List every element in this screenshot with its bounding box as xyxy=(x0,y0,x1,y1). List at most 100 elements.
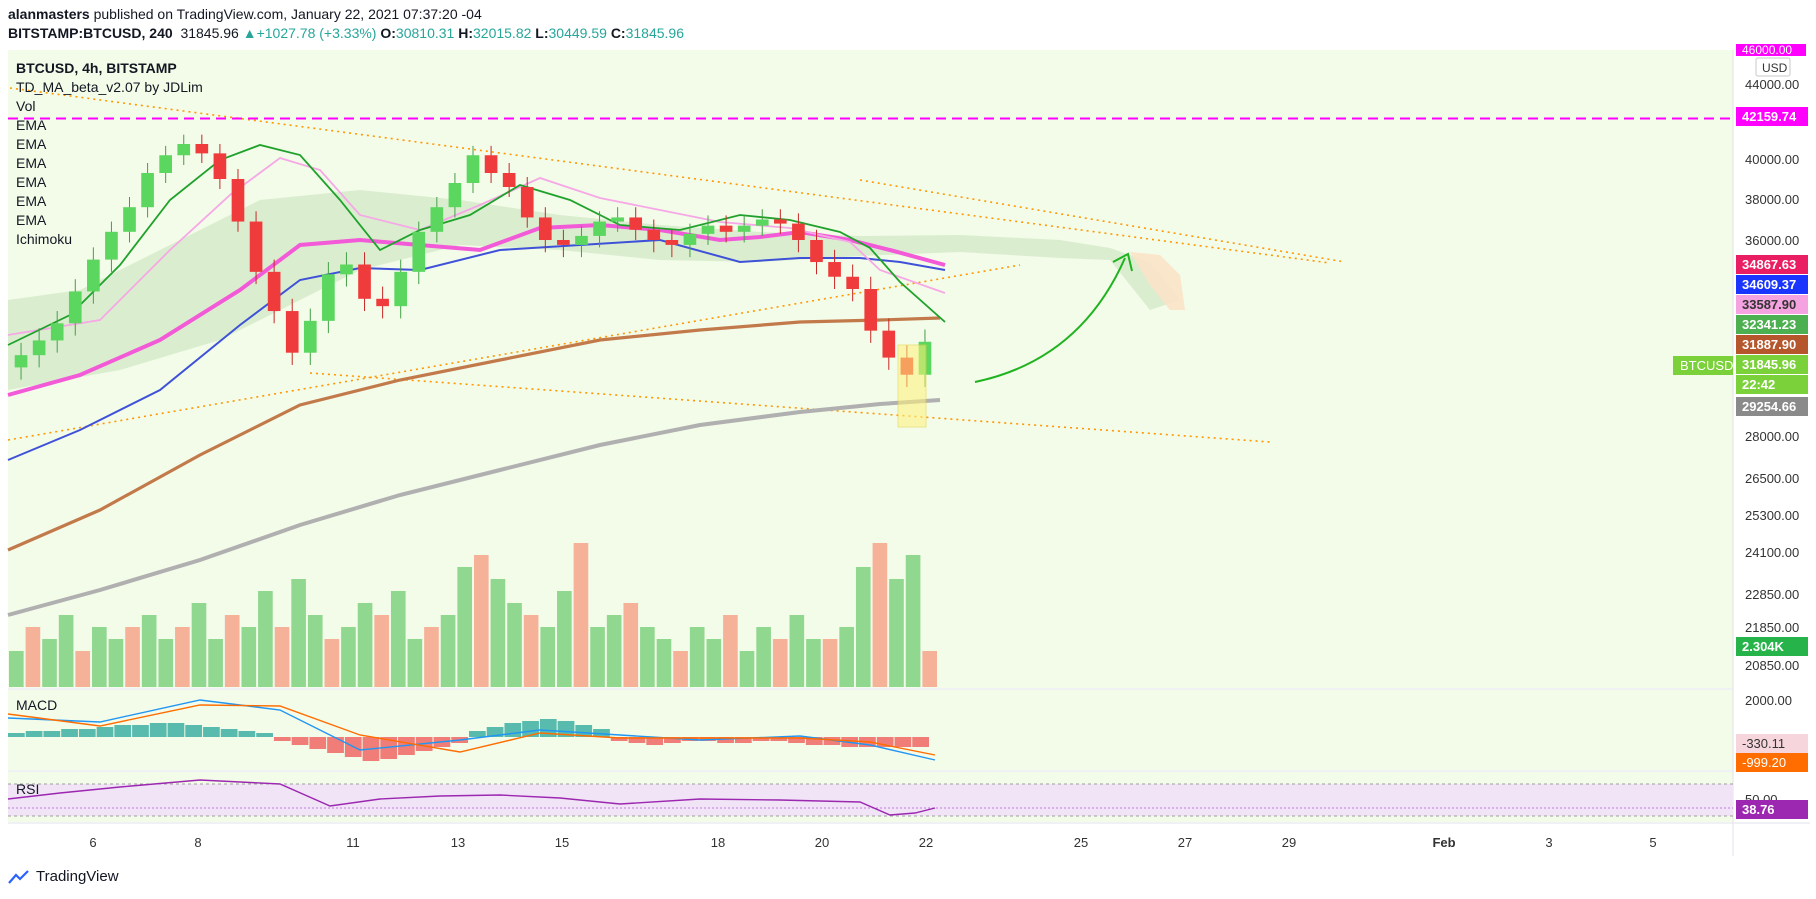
price-tick-label: 20850.00 xyxy=(1745,658,1799,673)
last-price: 31845.96 xyxy=(180,25,239,41)
volume-bar xyxy=(25,627,41,687)
macd-histogram-bar xyxy=(575,725,593,737)
macd-histogram-bar xyxy=(912,737,929,747)
volume-bar xyxy=(125,627,140,687)
signal-line xyxy=(7,704,936,756)
price-tick-label: 21850.00 xyxy=(1745,620,1799,635)
candle-body xyxy=(340,264,353,275)
macd-histogram-bar xyxy=(770,737,788,741)
volume-bar xyxy=(673,651,688,687)
legend-indicator[interactable]: Ichimoku xyxy=(16,231,73,247)
price-label-tag xyxy=(1736,275,1808,294)
candle-body xyxy=(448,183,462,208)
date-tick-label: 11 xyxy=(346,835,360,850)
candle-body xyxy=(249,221,263,272)
price-label-tag xyxy=(1736,295,1808,314)
symbol-interval: BITSTAMP:BTCUSD, 240 xyxy=(8,25,173,41)
macd-histogram-bar xyxy=(256,733,273,737)
tradingview-logo-icon xyxy=(8,869,29,884)
candle-body xyxy=(322,274,335,321)
published-text: published on TradingView.com, January 22… xyxy=(89,6,482,22)
price-label-tag xyxy=(1736,375,1808,394)
candle-body xyxy=(412,231,426,272)
macd-histogram-bar xyxy=(132,725,149,737)
symbol-tag xyxy=(1673,356,1733,375)
macd-histogram-bar xyxy=(149,723,167,737)
candle-body xyxy=(195,144,209,154)
publish-info: alanmasters published on TradingView.com… xyxy=(8,6,482,22)
close-label: C: xyxy=(610,25,626,41)
candle-body xyxy=(538,217,552,240)
macd-histogram-bar xyxy=(327,737,344,753)
candle-body xyxy=(466,155,480,183)
low-value: 30449.59 xyxy=(548,25,607,41)
volume-bar xyxy=(756,627,771,687)
date-tick-label: 22 xyxy=(919,835,933,850)
price-label-tag xyxy=(1736,397,1808,416)
volume-bar xyxy=(573,543,589,687)
tradingview-logo[interactable]: TradingView xyxy=(8,868,119,885)
candle-body xyxy=(629,217,643,230)
date-tick-label: 27 xyxy=(1178,835,1192,850)
volume-bar xyxy=(507,603,522,687)
legend-indicator[interactable]: EMA xyxy=(16,155,47,171)
price-label-tag xyxy=(1736,637,1808,656)
candle-body xyxy=(665,240,679,245)
volume-bar xyxy=(474,555,489,687)
currency-label: USD xyxy=(1762,61,1788,75)
volume-bar xyxy=(806,639,821,687)
high-value: 32015.82 xyxy=(473,25,532,41)
macd-histogram-bar xyxy=(185,725,203,737)
candle-body xyxy=(50,323,64,341)
candle-body xyxy=(755,219,769,226)
brand-name: TradingView xyxy=(36,868,119,885)
macd-histogram-bar xyxy=(504,723,522,737)
macd-histogram-bar xyxy=(664,737,681,743)
indicator-legend: BTCUSD, 4h, BITSTAMP TD_MA_beta_v2.07 by… xyxy=(16,59,203,249)
legend-indicator[interactable]: EMA xyxy=(16,193,47,209)
candle-body xyxy=(105,231,118,260)
candle-body xyxy=(864,289,878,331)
price-label-tag xyxy=(1736,335,1808,354)
legend-indicator[interactable]: EMA xyxy=(16,212,47,228)
volume-bar xyxy=(374,615,389,687)
highlight-box xyxy=(897,344,927,428)
ema-50-line xyxy=(7,238,946,461)
top-price-tag xyxy=(1736,44,1806,56)
candle-body xyxy=(774,219,787,224)
candle-body xyxy=(502,173,516,187)
legend-indicator[interactable]: Vol xyxy=(16,98,36,114)
candle-body xyxy=(557,240,570,245)
macd-histogram-bar xyxy=(805,737,823,745)
legend-indicator[interactable]: TD_MA_beta_v2.07 by JDLim xyxy=(16,79,203,95)
price-label-text: 2.304K xyxy=(1742,639,1785,654)
legend-indicator[interactable]: EMA xyxy=(16,174,47,190)
candle-body xyxy=(575,235,588,245)
legend-indicator[interactable]: EMA xyxy=(16,117,47,133)
candle-body xyxy=(303,320,317,353)
candle-body xyxy=(828,262,841,277)
candle-body xyxy=(177,144,191,156)
candle-body xyxy=(520,187,534,218)
candle-body xyxy=(231,179,245,222)
candle-body xyxy=(701,225,715,234)
rsi-line xyxy=(7,779,936,816)
macd-label[interactable]: MACD xyxy=(16,697,58,713)
legend-indicator[interactable]: EMA xyxy=(16,136,47,152)
price-tick-label: 40000.00 xyxy=(1745,152,1799,167)
rsi-label[interactable]: RSI xyxy=(16,781,40,797)
candle-body xyxy=(846,276,859,289)
macd-axis-label: 2000.00 xyxy=(1745,693,1792,708)
macd-histogram-bar xyxy=(238,731,256,737)
volume-bar xyxy=(341,627,356,687)
macd-histogram-bar xyxy=(96,727,114,737)
macd-histogram-bar xyxy=(486,727,504,737)
price-tick-label: 44000.00 xyxy=(1745,77,1799,92)
volume-bar xyxy=(706,639,722,687)
legend-title[interactable]: BTCUSD, 4h, BITSTAMP xyxy=(16,60,177,76)
high-label: H: xyxy=(458,25,473,41)
ema-200-line xyxy=(7,398,941,617)
volume-bar xyxy=(58,615,74,687)
price-label-text: 29254.66 xyxy=(1742,399,1796,414)
